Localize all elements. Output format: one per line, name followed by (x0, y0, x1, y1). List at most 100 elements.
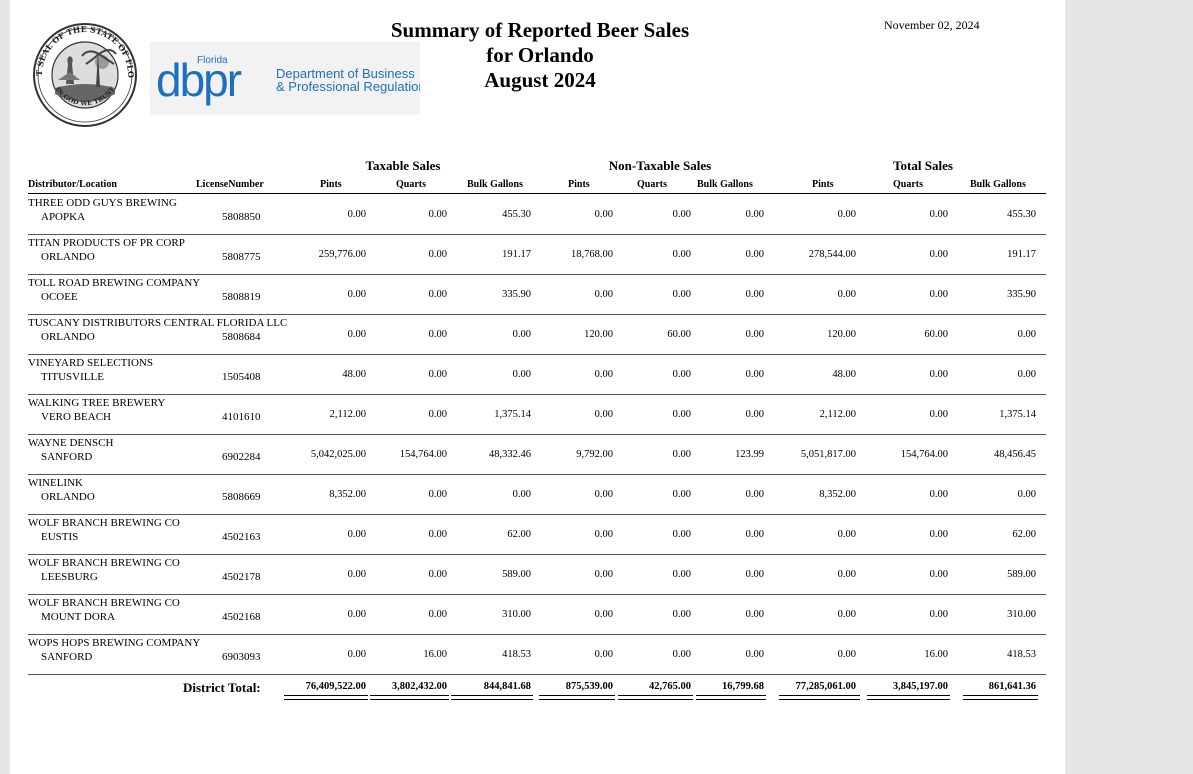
table-cell: 120.00 (827, 329, 856, 340)
license-number: 4502168 (222, 611, 261, 623)
table-cell: 0.00 (672, 449, 691, 460)
table-cell: 0.00 (1017, 369, 1036, 380)
group-total: Total Sales (893, 158, 953, 173)
table-cell: 335.90 (1007, 289, 1036, 300)
table-cell: 154,764.00 (900, 449, 948, 460)
table-cell: 0.00 (745, 409, 764, 420)
table-cell: 0.00 (347, 289, 366, 300)
table-cell: 0.00 (428, 609, 447, 620)
distributor-location: ORLANDO (41, 491, 95, 503)
row-divider (28, 634, 1046, 635)
table-cell: 154,764.00 (399, 449, 447, 460)
distributor-name: WOLF BRANCH BREWING CO (28, 557, 180, 569)
table-cell: 0.00 (428, 329, 447, 340)
florida-seal-icon: GREAT SEAL OF THE STATE OF FLORIDA IN GO… (30, 22, 137, 127)
table-cell: 0.00 (745, 609, 764, 620)
table-cell: 0.00 (745, 649, 764, 660)
table-cell: 0.00 (594, 489, 613, 500)
table-cell: 418.53 (1007, 649, 1036, 660)
dbpr-logo: Florida dbpr Department of Business & Pr… (150, 42, 420, 115)
table-row: WOLF BRANCH BREWING CO EUSTIS 4502163 0.00 0… (10, 515, 1065, 555)
table-cell: 191.17 (502, 249, 531, 260)
table-cell: 60.00 (924, 329, 948, 340)
row-divider (28, 514, 1046, 515)
table-row: WOLF BRANCH BREWING CO MOUNT DORA 4502168 0… (10, 595, 1065, 635)
table-cell: 0.00 (672, 609, 691, 620)
table-cell: 0.00 (745, 369, 764, 380)
double-underline (867, 695, 950, 700)
table-cell: 310.00 (1007, 609, 1036, 620)
row-divider (28, 274, 1046, 275)
table-cell: 0.00 (745, 289, 764, 300)
table-cell: 123.99 (735, 449, 764, 460)
distributor-name: WOLF BRANCH BREWING CO (28, 597, 180, 609)
table-cell: 0.00 (837, 209, 856, 220)
distributor-name: THREE ODD GUYS BREWING (28, 197, 177, 209)
distributor-name: TITAN PRODUCTS OF PR CORP (28, 237, 185, 249)
table-cell: 418.53 (502, 649, 531, 660)
logo-dept-line2: & Professional Regulation (276, 79, 420, 94)
table-cell: 120.00 (584, 329, 613, 340)
double-underline (539, 695, 615, 700)
table-cell: 0.00 (672, 649, 691, 660)
row-divider (28, 394, 1046, 395)
row-divider (28, 554, 1046, 555)
table-cell: 0.00 (512, 369, 531, 380)
table-cell: 0.00 (594, 529, 613, 540)
table-cell: 0.00 (594, 209, 613, 220)
table-row: TOLL ROAD BREWING COMPANY OCOEE 5808819 0.0… (10, 275, 1065, 315)
table-cell: 62.00 (507, 529, 531, 540)
double-underline (696, 695, 766, 700)
table-cell: 0.00 (837, 569, 856, 580)
col-total-bulk: Bulk Gallons (970, 179, 1026, 190)
report-title: Summary of Reported Beer Sales for Orlan… (340, 18, 740, 93)
report-date: November 02, 2024 (884, 18, 980, 32)
row-divider (28, 314, 1046, 315)
header-rule (28, 193, 1046, 194)
table-cell: 0.00 (929, 529, 948, 540)
group-taxable: Taxable Sales (365, 158, 441, 173)
distributor-name: VINEYARD SELECTIONS (28, 357, 153, 369)
district-total-value: 16,799.68 (722, 681, 764, 692)
title-line-2: for Orlando (486, 43, 594, 67)
table-cell: 0.00 (672, 249, 691, 260)
table-row: WALKING TREE BREWERY VERO BEACH 4101610 2,1… (10, 395, 1065, 435)
table-cell: 48.00 (342, 369, 366, 380)
table-cell: 0.00 (672, 569, 691, 580)
license-number: 5808850 (222, 211, 261, 223)
table-row: WOPS HOPS BREWING COMPANY SANFORD 6903093 0… (10, 635, 1065, 675)
table-cell: 0.00 (837, 529, 856, 540)
table-cell: 0.00 (672, 409, 691, 420)
table-row: WOLF BRANCH BREWING CO LEESBURG 4502178 0.0… (10, 555, 1065, 595)
distributor-location: VERO BEACH (41, 411, 111, 423)
table-cell: 0.00 (428, 289, 447, 300)
license-number: 5808819 (222, 291, 261, 303)
logo-mark-text: dbpr (156, 54, 242, 106)
table-cell: 0.00 (745, 489, 764, 500)
row-divider (28, 674, 1046, 675)
distributor-name: WOPS HOPS BREWING COMPANY (28, 637, 201, 649)
row-divider (28, 474, 1046, 475)
license-number: 4101610 (222, 411, 261, 423)
distributor-location: ORLANDO (41, 331, 95, 343)
table-row: VINEYARD SELECTIONS TITUSVILLE 1505408 48.0… (10, 355, 1065, 395)
table-cell: 2,112.00 (819, 409, 856, 420)
table-cell: 335.90 (502, 289, 531, 300)
title-line-3: August 2024 (484, 68, 596, 92)
table-cell: 0.00 (347, 209, 366, 220)
table-row: WINELINK ORLANDO 5808669 8,352.00 0.00 0.00 0.… (10, 475, 1065, 515)
logo-florida-text: Florida (197, 55, 228, 66)
table-cell: 8,352.00 (819, 489, 856, 500)
table-cell: 0.00 (672, 289, 691, 300)
table-cell: 16.00 (423, 649, 447, 660)
license-number: 6903093 (222, 651, 261, 663)
distributor-name: WINELINK (28, 477, 83, 489)
table-cell: 9,792.00 (576, 449, 613, 460)
table-cell: 1,375.14 (999, 409, 1036, 420)
table-cell: 0.00 (745, 249, 764, 260)
table-cell: 0.00 (594, 569, 613, 580)
license-number: 5808775 (222, 251, 261, 263)
table-cell: 0.00 (929, 249, 948, 260)
license-number: 5808684 (222, 331, 261, 343)
col-taxable-bulk: Bulk Gallons (467, 179, 523, 190)
